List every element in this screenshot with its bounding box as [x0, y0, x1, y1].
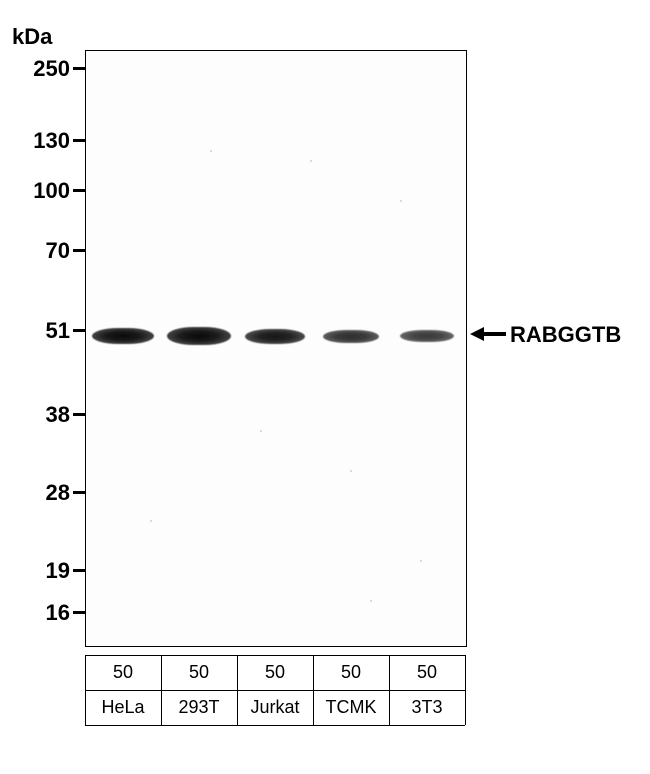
- mw-label-38: 38: [12, 402, 70, 428]
- noise-speck: [350, 470, 352, 472]
- noise-speck: [210, 150, 212, 152]
- mw-tick-38: [73, 413, 85, 416]
- lane-load-3: 50: [237, 655, 313, 690]
- mw-tick-70: [73, 249, 85, 252]
- lane-table-border-bot: [85, 725, 465, 726]
- mw-tick-28: [73, 491, 85, 494]
- noise-speck: [310, 160, 312, 162]
- mw-label-51: 51: [12, 318, 70, 344]
- band-lane-1: [92, 328, 154, 344]
- lane-divider: [465, 655, 466, 725]
- mw-label-28: 28: [12, 480, 70, 506]
- mw-tick-130: [73, 139, 85, 142]
- mw-tick-100: [73, 189, 85, 192]
- noise-speck: [370, 600, 372, 602]
- mw-label-250: 250: [12, 56, 70, 82]
- mw-tick-51: [73, 329, 85, 332]
- lane-load-1: 50: [85, 655, 161, 690]
- lane-sample-2: 293T: [161, 690, 237, 725]
- band-lane-4: [323, 330, 379, 343]
- lane-load-2: 50: [161, 655, 237, 690]
- mw-tick-16: [73, 611, 85, 614]
- axis-unit-label: kDa: [12, 24, 52, 50]
- lane-load-5: 50: [389, 655, 465, 690]
- band-lane-3: [245, 329, 305, 344]
- lane-sample-3: Jurkat: [237, 690, 313, 725]
- target-protein-label: RABGGTB: [510, 322, 621, 348]
- noise-speck: [150, 520, 152, 522]
- lane-sample-1: HeLa: [85, 690, 161, 725]
- lane-sample-5: 3T3: [389, 690, 465, 725]
- western-blot-figure: kDa 250 130 100 70 51 38 28 19 16 RABGGT…: [0, 0, 650, 774]
- mw-tick-19: [73, 569, 85, 572]
- mw-label-100: 100: [12, 178, 70, 204]
- noise-speck: [420, 560, 422, 562]
- noise-speck: [400, 200, 402, 202]
- mw-tick-250: [73, 67, 85, 70]
- mw-label-70: 70: [12, 238, 70, 264]
- mw-label-130: 130: [12, 128, 70, 154]
- arrow-head-icon: [470, 327, 484, 341]
- arrow-shaft: [484, 332, 506, 336]
- band-lane-5: [400, 330, 454, 342]
- blot-membrane: [85, 50, 467, 647]
- lane-sample-4: TCMK: [313, 690, 389, 725]
- mw-label-16: 16: [12, 600, 70, 626]
- mw-label-19: 19: [12, 558, 70, 584]
- band-lane-2: [167, 327, 231, 345]
- noise-speck: [260, 430, 262, 432]
- lane-load-4: 50: [313, 655, 389, 690]
